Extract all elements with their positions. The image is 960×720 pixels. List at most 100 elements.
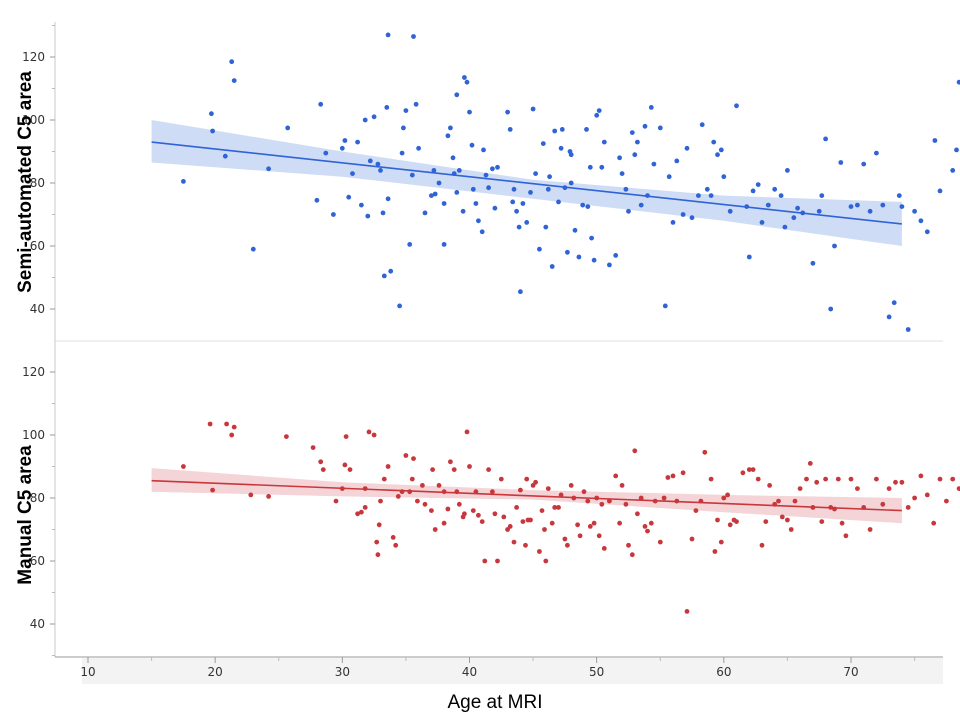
data-point bbox=[448, 125, 453, 131]
data-point bbox=[441, 242, 447, 247]
data-point bbox=[601, 546, 607, 551]
data-point bbox=[807, 461, 813, 466]
data-point bbox=[393, 542, 399, 548]
data-point bbox=[222, 153, 228, 159]
data-point bbox=[956, 79, 960, 85]
data-point bbox=[552, 505, 558, 510]
data-point bbox=[229, 59, 235, 65]
data-point bbox=[931, 520, 937, 526]
data-point bbox=[539, 508, 545, 513]
data-point bbox=[310, 445, 316, 450]
data-point bbox=[596, 108, 602, 113]
data-point bbox=[568, 152, 574, 158]
data-point bbox=[350, 171, 355, 177]
data-point bbox=[814, 479, 820, 485]
data-point bbox=[666, 174, 672, 180]
data-point bbox=[861, 161, 867, 167]
data-point bbox=[702, 449, 708, 455]
data-point bbox=[585, 204, 591, 210]
data-point bbox=[470, 508, 476, 513]
data-point bbox=[617, 520, 622, 526]
data-point bbox=[725, 492, 730, 498]
data-point bbox=[684, 145, 690, 151]
data-point bbox=[715, 152, 720, 158]
data-point bbox=[514, 505, 519, 510]
data-point bbox=[797, 486, 803, 491]
data-point bbox=[401, 125, 406, 131]
data-point bbox=[711, 139, 717, 145]
data-point bbox=[460, 208, 466, 214]
data-point bbox=[486, 467, 491, 472]
x-tick-label: 50 bbox=[589, 665, 604, 679]
data-point bbox=[924, 492, 930, 498]
data-point bbox=[635, 511, 640, 517]
data-point bbox=[763, 519, 769, 524]
data-point bbox=[209, 111, 214, 117]
data-point bbox=[572, 227, 578, 233]
data-point bbox=[430, 467, 435, 472]
data-point bbox=[905, 327, 911, 332]
x-tick-label: 60 bbox=[716, 665, 731, 679]
data-point bbox=[450, 155, 456, 161]
data-point bbox=[689, 536, 695, 542]
data-point bbox=[469, 142, 475, 148]
data-point bbox=[229, 432, 235, 438]
data-point bbox=[584, 126, 589, 132]
data-point bbox=[776, 498, 781, 504]
data-point bbox=[462, 511, 467, 517]
data-point bbox=[591, 520, 597, 526]
data-point bbox=[759, 220, 765, 225]
data-point bbox=[657, 125, 663, 131]
data-point bbox=[505, 109, 510, 115]
x-axis-band bbox=[82, 658, 943, 684]
data-point bbox=[486, 185, 491, 191]
data-point bbox=[937, 188, 943, 194]
data-point bbox=[378, 168, 383, 173]
data-point bbox=[607, 498, 612, 504]
data-point bbox=[944, 498, 949, 504]
data-point bbox=[441, 520, 447, 526]
data-point bbox=[533, 171, 538, 177]
data-point bbox=[355, 511, 360, 517]
data-point bbox=[746, 467, 752, 472]
data-point bbox=[689, 215, 695, 221]
data-point bbox=[662, 303, 668, 309]
data-point bbox=[399, 150, 405, 156]
data-point bbox=[231, 424, 237, 430]
data-point bbox=[568, 483, 574, 488]
data-point bbox=[359, 509, 364, 515]
data-point bbox=[585, 498, 591, 504]
data-point bbox=[867, 208, 873, 214]
data-point bbox=[765, 202, 771, 208]
y-axis-title-manual: Manual C5 area bbox=[15, 445, 36, 585]
data-point bbox=[556, 505, 561, 510]
data-point bbox=[231, 78, 237, 83]
data-point bbox=[476, 218, 481, 224]
data-point bbox=[342, 462, 348, 468]
y-tick-label: 80 bbox=[30, 176, 45, 190]
data-point bbox=[407, 242, 413, 247]
data-point bbox=[632, 448, 638, 454]
data-point bbox=[413, 101, 419, 107]
data-point bbox=[665, 475, 671, 480]
data-point bbox=[422, 210, 428, 216]
data-point bbox=[552, 128, 558, 134]
data-point bbox=[956, 486, 960, 491]
data-point bbox=[576, 254, 582, 260]
data-point bbox=[708, 476, 714, 482]
data-point bbox=[581, 489, 587, 495]
data-point bbox=[568, 180, 574, 186]
data-point bbox=[323, 150, 329, 156]
data-point bbox=[524, 476, 530, 482]
data-point bbox=[680, 470, 686, 476]
data-point bbox=[470, 186, 476, 192]
data-point bbox=[613, 253, 619, 258]
data-point bbox=[565, 249, 570, 255]
data-point bbox=[575, 522, 580, 528]
data-point bbox=[699, 122, 705, 128]
data-point bbox=[436, 180, 442, 186]
data-point bbox=[648, 520, 654, 526]
x-axis-title: Age at MRI bbox=[447, 692, 542, 713]
data-point bbox=[339, 145, 345, 151]
data-point bbox=[718, 539, 724, 545]
